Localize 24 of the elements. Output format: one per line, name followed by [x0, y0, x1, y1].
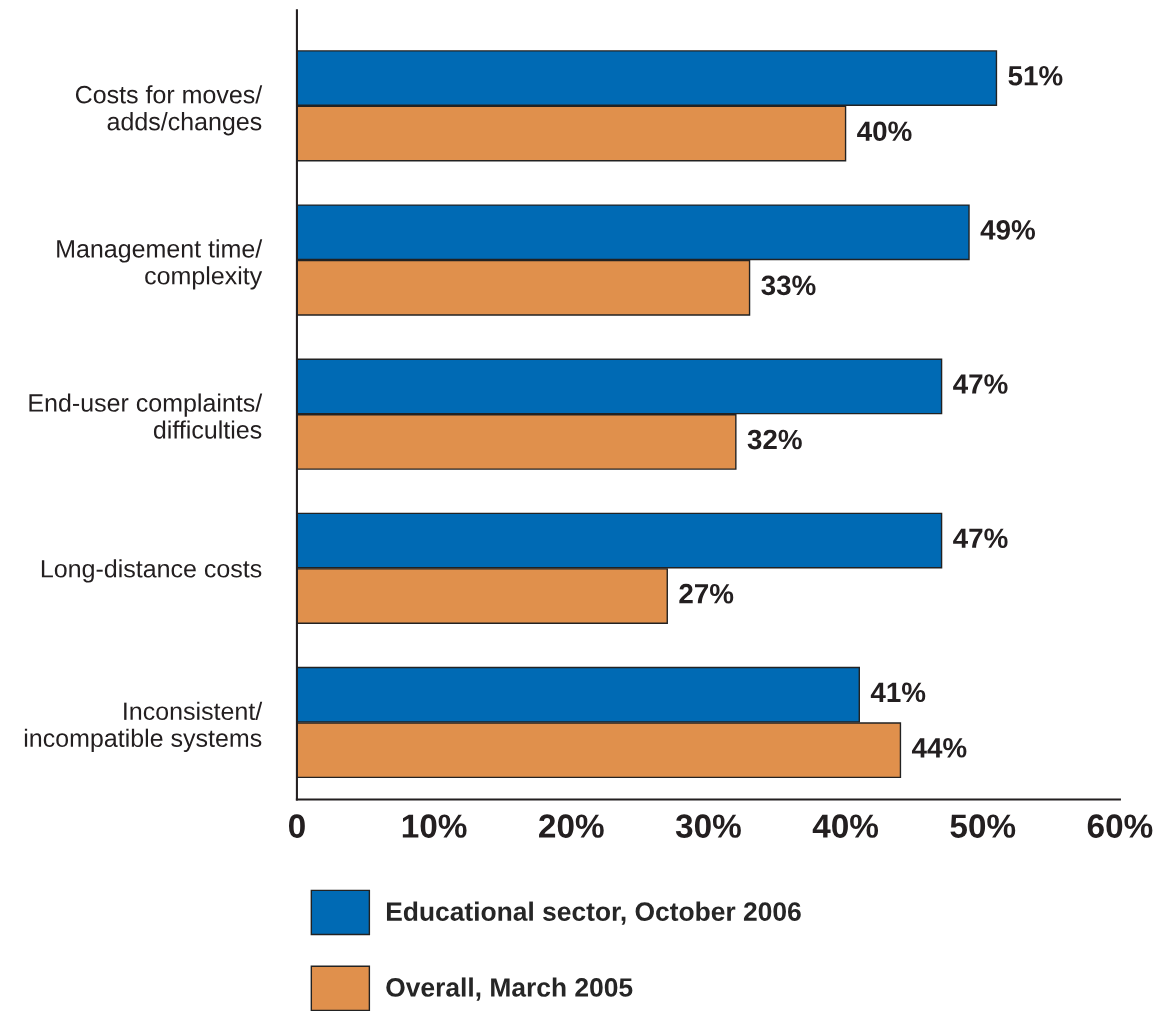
legend-label: Educational sector, October 2006 [386, 901, 801, 925]
legend-label: Overall, March 2005 [386, 977, 633, 1001]
data-label: 32% [747, 429, 802, 450]
y-tick-label: Costs for moves/ adds/changes [75, 85, 263, 136]
data-label: 51% [1008, 65, 1063, 86]
y-tick-label: Management time/ complexity [57, 239, 263, 290]
data-label: 47% [953, 528, 1008, 548]
y-tick-label: Inconsistent/ incompatible systems [24, 701, 263, 752]
data-label: 40% [857, 121, 912, 142]
data-label: 49% [980, 220, 1035, 240]
x-tick-label: 20% [539, 814, 604, 838]
data-label: 41% [870, 682, 926, 703]
data-label: 47% [953, 374, 1008, 394]
data-label: 27% [679, 583, 734, 604]
x-tick-label: 50% [950, 814, 1016, 838]
x-tick-label: 30% [675, 814, 741, 838]
data-label: 33% [761, 275, 816, 296]
x-tick-label: 10% [402, 814, 467, 838]
x-tick-label: 0 [288, 814, 305, 838]
data-label: 44% [911, 738, 967, 758]
x-tick-label: 60% [1087, 814, 1153, 838]
x-tick-label: 40% [812, 814, 879, 838]
y-tick-label: End-user complaints/ difficulties [29, 393, 263, 439]
y-tick-label: Long-distance costs [41, 559, 262, 583]
